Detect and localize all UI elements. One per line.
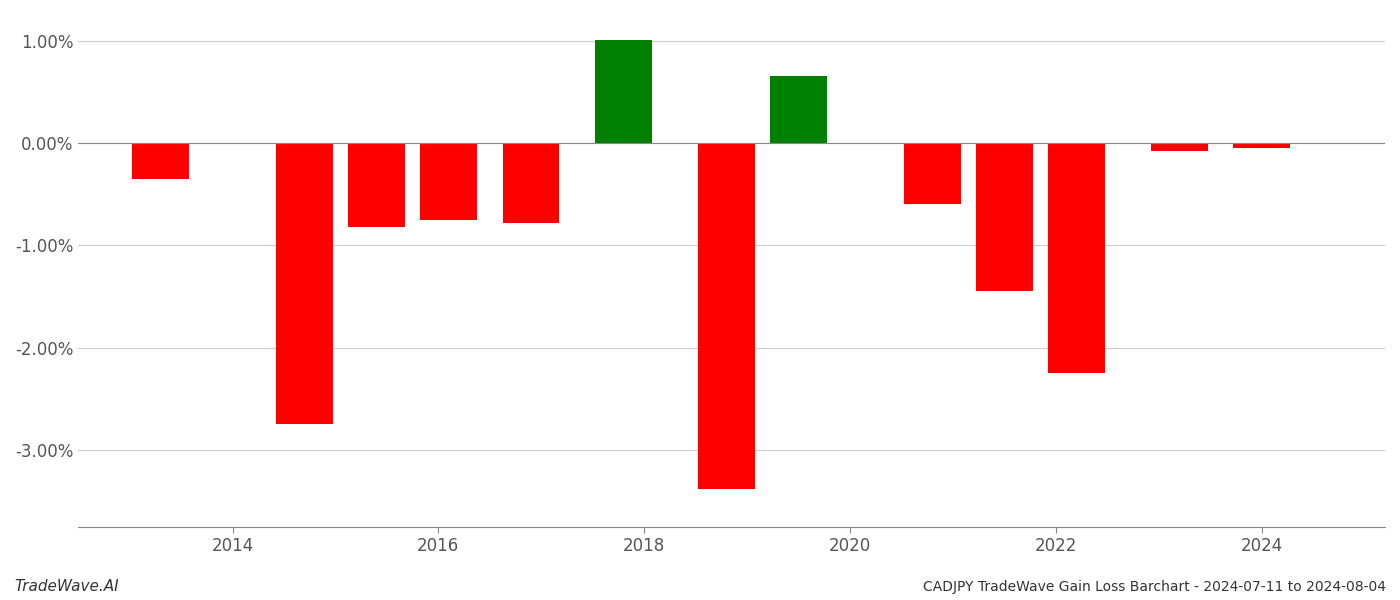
Bar	[699, 143, 755, 489]
Bar	[132, 143, 189, 179]
Bar	[904, 143, 960, 204]
Bar	[976, 143, 1033, 291]
Bar	[1049, 143, 1105, 373]
Text: TradeWave.AI: TradeWave.AI	[14, 579, 119, 594]
Bar	[349, 143, 405, 227]
Bar	[595, 40, 652, 143]
Bar	[1233, 143, 1289, 148]
Text: CADJPY TradeWave Gain Loss Barchart - 2024-07-11 to 2024-08-04: CADJPY TradeWave Gain Loss Barchart - 20…	[923, 580, 1386, 594]
Bar	[276, 143, 333, 424]
Bar	[503, 143, 559, 223]
Bar	[1151, 143, 1208, 151]
Bar	[770, 76, 827, 143]
Bar	[420, 143, 477, 220]
